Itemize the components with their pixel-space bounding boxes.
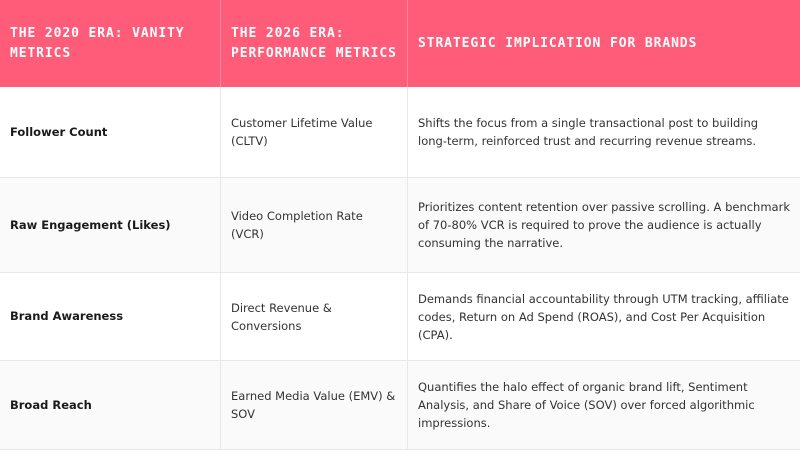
vanity-metric-cell: Brand Awareness <box>0 273 221 361</box>
implication-cell: Prioritizes content retention over passi… <box>408 178 800 273</box>
implication-cell: Quantifies the halo effect of organic br… <box>408 361 800 450</box>
vanity-metric-cell: Broad Reach <box>0 361 221 450</box>
header-strategic-implication: STRATEGIC IMPLICATION FOR BRANDS <box>408 0 800 87</box>
header-performance-metrics: THE 2026 ERA: PERFORMANCE METRICS <box>221 0 408 87</box>
performance-metric-cell: Customer Lifetime Value (CLTV) <box>221 87 408 178</box>
implication-cell: Shifts the focus from a single transacti… <box>408 87 800 178</box>
vanity-metric-cell: Raw Engagement (Likes) <box>0 178 221 273</box>
performance-metric-cell: Direct Revenue & Conversions <box>221 273 408 361</box>
performance-metric-cell: Earned Media Value (EMV) & SOV <box>221 361 408 450</box>
header-vanity-metrics: THE 2020 ERA: VANITY METRICS <box>0 0 221 87</box>
implication-cell: Demands financial accountability through… <box>408 273 800 361</box>
vanity-metric-cell: Follower Count <box>0 87 221 178</box>
performance-metric-cell: Video Completion Rate (VCR) <box>221 178 408 273</box>
